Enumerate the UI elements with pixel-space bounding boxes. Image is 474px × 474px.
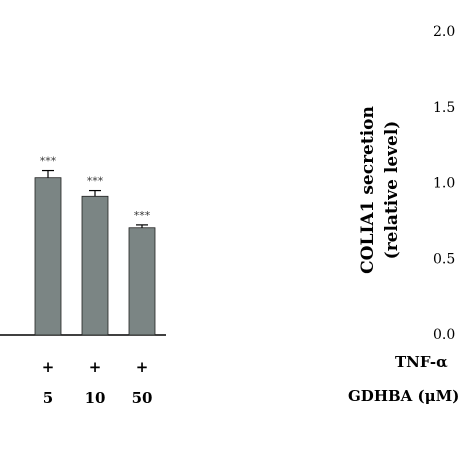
tnf-sign-1: +: [42, 358, 55, 376]
error-bar-1: [42, 169, 54, 178]
y-tick-label-0: 0.0: [433, 327, 455, 343]
significance-label-2: ***: [87, 175, 104, 188]
y-axis-label-line1: COLIA1 secretion: [358, 106, 378, 274]
error-bar-2: [89, 189, 101, 197]
bar-2: [81, 195, 109, 336]
gdhba-row-label: GDHBA (μM): [348, 387, 459, 405]
tnf-sign-3: +: [136, 358, 149, 376]
significance-label-3: ***: [134, 209, 151, 222]
y-tick-label-2: 1.0: [433, 176, 455, 192]
tnf-sign-2: +: [89, 358, 102, 376]
significance-label-1: ***: [40, 155, 57, 168]
y-tick-label-1: 0.5: [433, 251, 455, 267]
dose-label-3: 50: [132, 389, 153, 407]
dose-label-1: 5: [43, 389, 53, 407]
tnf-alpha-row-label: TNF-α: [395, 353, 448, 371]
y-tick-label-3: 1.5: [433, 100, 455, 116]
error-bar-3: [136, 224, 148, 228]
dose-label-2: 10: [85, 389, 106, 407]
right-chart-panel: 0.0 0.5 1.0 1.5 2.0 COLIA1 secretion (relati…: [348, 24, 459, 405]
y-axis-label-line2: (relative level): [382, 121, 402, 260]
y-tick-label-4: 2.0: [433, 24, 455, 40]
bar-3: [128, 227, 156, 336]
bar-1: [34, 177, 62, 336]
